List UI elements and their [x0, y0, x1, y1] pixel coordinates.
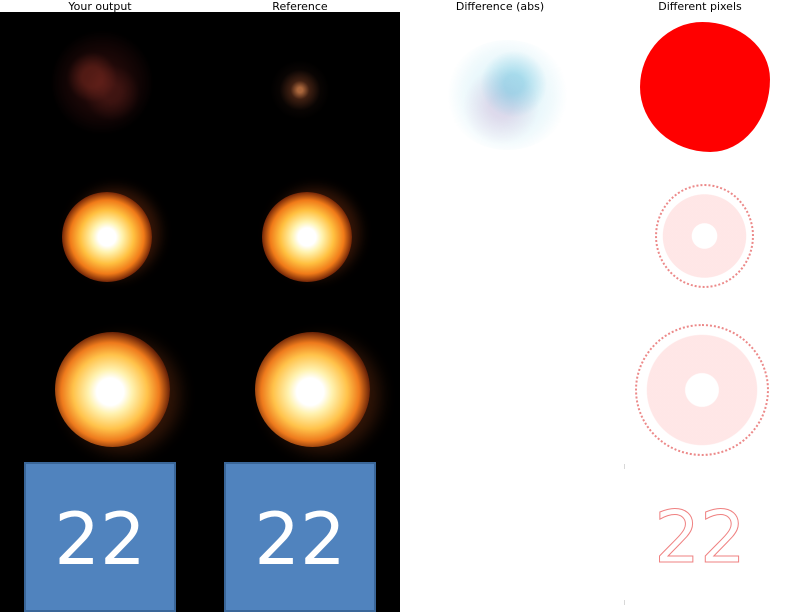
different-pixels-frame-1 — [600, 12, 800, 162]
difference-frame-4 — [400, 462, 600, 612]
number-outline: 22 — [654, 495, 747, 580]
difference-image — [445, 40, 570, 150]
explosion-image — [62, 192, 152, 282]
difference-frame-2 — [400, 162, 600, 312]
header-difference: Difference (abs) — [455, 0, 545, 13]
header-your-output: Your output — [68, 0, 132, 13]
header-reference: Reference — [272, 0, 328, 13]
output-frame-1 — [0, 12, 200, 162]
different-pixels-frame-2 — [600, 162, 800, 312]
explosion-image — [255, 332, 370, 447]
reference-frame-4: 22 — [200, 462, 400, 612]
explosion-image — [55, 332, 170, 447]
output-frame-2 — [0, 162, 200, 312]
reference-frame-2 — [200, 162, 400, 312]
number-tile: 22 — [24, 462, 176, 612]
explosion-image — [262, 192, 352, 282]
different-pixels-frame-3 — [600, 312, 800, 462]
difference-frame-1 — [400, 12, 600, 162]
header-different-pixels: Different pixels — [658, 0, 742, 13]
different-pixels-outline — [655, 184, 754, 288]
output-frame-4: 22 — [0, 462, 200, 612]
different-pixels-mask — [640, 22, 770, 152]
reference-frame-1 — [200, 12, 400, 162]
output-frame-3 — [0, 312, 200, 462]
difference-frame-3 — [400, 312, 600, 462]
number-tile: 22 — [224, 462, 376, 612]
different-pixels-outline — [635, 324, 769, 456]
pixel-speck — [624, 600, 625, 605]
smoke-image — [52, 30, 152, 135]
different-pixels-frame-4: 22 — [600, 462, 800, 612]
glow-image — [270, 60, 330, 120]
pixel-speck — [624, 464, 625, 469]
reference-frame-3 — [200, 312, 400, 462]
